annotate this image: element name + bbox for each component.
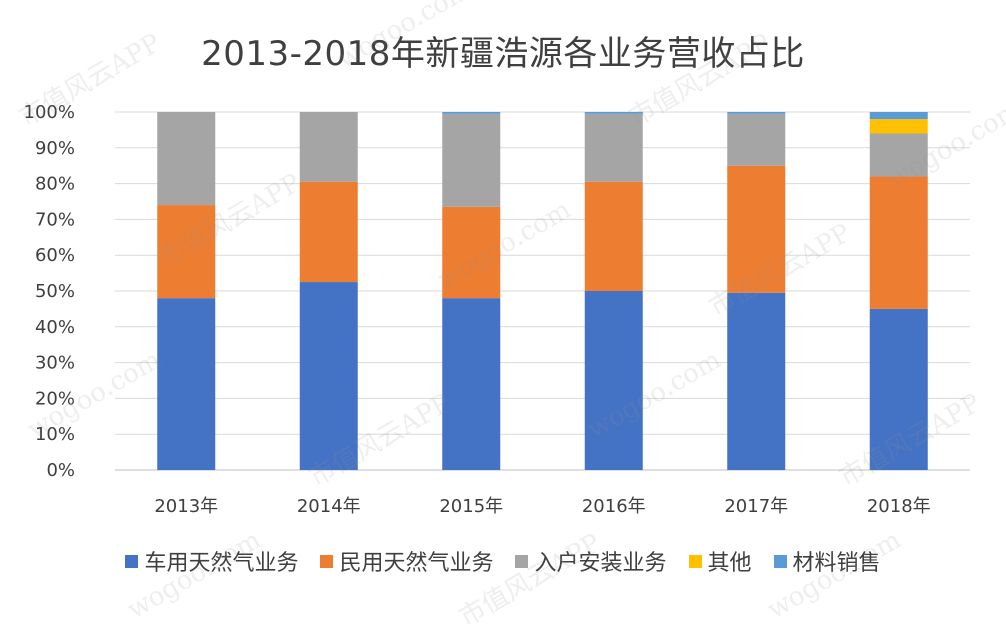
- y-tick-label: 70%: [35, 209, 75, 230]
- x-tick-label: 2018年: [867, 496, 931, 517]
- y-tick-label: 100%: [24, 102, 75, 123]
- legend-swatch: [320, 554, 334, 568]
- legend-item: 民用天然气业务: [320, 545, 493, 577]
- bar-segment: [727, 113, 786, 166]
- bar-segment: [157, 112, 216, 206]
- x-tick-label: 2013年: [154, 496, 218, 517]
- legend-label: 车用天然气业务: [144, 551, 299, 576]
- y-tick-label: 30%: [35, 353, 75, 374]
- legend-item: 其他: [688, 545, 752, 577]
- y-tick-label: 80%: [35, 174, 75, 195]
- bar-segment: [299, 112, 358, 182]
- bar-segment: [442, 298, 501, 470]
- y-tick-label: 50%: [35, 281, 75, 302]
- legend-swatch: [125, 554, 139, 568]
- x-tick-label: 2014年: [297, 496, 361, 517]
- bar-segment: [157, 205, 216, 299]
- x-tick-label: 2017年: [724, 496, 788, 517]
- bar-segment: [299, 282, 358, 470]
- bar-segment: [869, 133, 928, 177]
- legend-item: 入户安装业务: [515, 545, 667, 577]
- bar-segment: [584, 181, 643, 291]
- legend-label: 入户安装业务: [534, 551, 667, 576]
- y-tick-label: 0%: [46, 460, 75, 481]
- bar-segment: [584, 112, 643, 114]
- bar-segment: [869, 112, 928, 120]
- legend-swatch: [773, 554, 787, 568]
- bar-segment: [727, 165, 786, 293]
- bar-segment: [442, 112, 501, 114]
- x-tick-label: 2015年: [439, 496, 503, 517]
- gridlines: [115, 111, 970, 471]
- bar-segment: [584, 291, 643, 470]
- bar-segment: [869, 119, 928, 134]
- bar-segment: [442, 206, 501, 299]
- bar-segment: [869, 308, 928, 470]
- legend-label: 材料销售: [792, 551, 881, 576]
- legend-label: 民用天然气业务: [339, 551, 494, 576]
- bars: [157, 112, 928, 470]
- x-axis: 2013年 2014年 2015年 2016年 2017年 2018年: [154, 496, 930, 517]
- legend-label: 其他: [707, 551, 752, 576]
- chart-title: 2013-2018年新疆浩源各业务营收占比: [201, 34, 805, 74]
- y-tick-label: 20%: [35, 388, 75, 409]
- bar-segment: [157, 298, 216, 470]
- bar-segment: [727, 112, 786, 114]
- legend-swatch: [515, 554, 529, 568]
- chart-area: 0%10%20%30%40%50%60%70%80%90%100% 2013年 2…: [24, 102, 970, 517]
- bar-segment: [442, 113, 501, 207]
- x-tick-label: 2016年: [582, 496, 646, 517]
- y-axis: 0% 10% 20% 30% 40% 50% 60% 70% 80% 90% 100%: [24, 102, 75, 481]
- bar-segment: [299, 181, 358, 283]
- y-tick-label: 40%: [35, 317, 75, 338]
- y-tick-label: 60%: [35, 245, 75, 266]
- bar-segment: [869, 176, 928, 309]
- y-tick-label: 10%: [35, 424, 75, 445]
- legend: 车用天然气业务 民用天然气业务 入户安装业务 其他 材料销售: [0, 545, 1006, 577]
- legend-swatch: [688, 554, 702, 568]
- bar-segment: [727, 292, 786, 470]
- legend-item: 材料销售: [773, 545, 881, 577]
- legend-item: 车用天然气业务: [125, 545, 298, 577]
- bar-segment: [584, 113, 643, 182]
- y-tick-label: 90%: [35, 138, 75, 159]
